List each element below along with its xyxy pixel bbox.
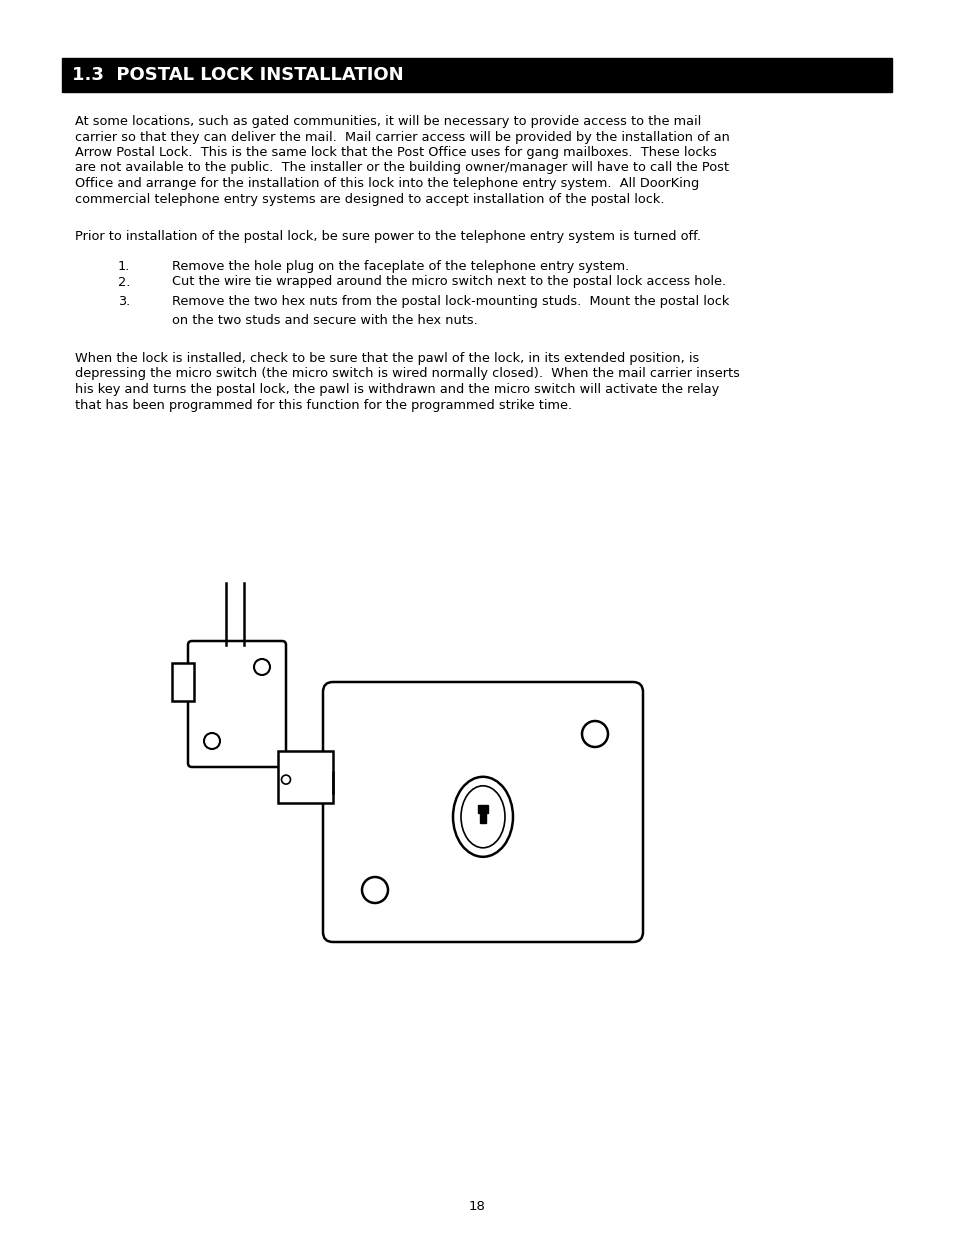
FancyBboxPatch shape bbox=[323, 682, 642, 942]
Bar bbox=[277, 751, 333, 803]
Text: At some locations, such as gated communities, it will be necessary to provide ac: At some locations, such as gated communi… bbox=[75, 115, 700, 128]
Text: on the two studs and secure with the hex nuts.: on the two studs and secure with the hex… bbox=[172, 315, 477, 327]
Text: Remove the hole plug on the faceplate of the telephone entry system.: Remove the hole plug on the faceplate of… bbox=[172, 261, 629, 273]
Ellipse shape bbox=[204, 734, 220, 748]
Text: carrier so that they can deliver the mail.  Mail carrier access will be provided: carrier so that they can deliver the mai… bbox=[75, 131, 729, 143]
Text: 1.: 1. bbox=[118, 261, 131, 273]
Bar bbox=[62, 58, 891, 91]
Bar bbox=[477, 805, 488, 813]
Text: Cut the wire tie wrapped around the micro switch next to the postal lock access : Cut the wire tie wrapped around the micr… bbox=[172, 275, 725, 289]
Text: his key and turns the postal lock, the pawl is withdrawn and the micro switch wi: his key and turns the postal lock, the p… bbox=[75, 383, 719, 396]
Ellipse shape bbox=[460, 785, 504, 847]
Text: are not available to the public.  The installer or the building owner/manager wi: are not available to the public. The ins… bbox=[75, 162, 728, 174]
Text: commercial telephone entry systems are designed to accept installation of the po: commercial telephone entry systems are d… bbox=[75, 193, 664, 205]
Ellipse shape bbox=[361, 877, 388, 903]
Ellipse shape bbox=[253, 659, 270, 676]
Ellipse shape bbox=[281, 776, 291, 784]
Text: Office and arrange for the installation of this lock into the telephone entry sy: Office and arrange for the installation … bbox=[75, 177, 699, 190]
Ellipse shape bbox=[581, 721, 607, 747]
Text: Arrow Postal Lock.  This is the same lock that the Post Office uses for gang mai: Arrow Postal Lock. This is the same lock… bbox=[75, 146, 716, 159]
Text: that has been programmed for this function for the programmed strike time.: that has been programmed for this functi… bbox=[75, 399, 572, 411]
Bar bbox=[479, 811, 485, 823]
Bar bbox=[172, 663, 193, 701]
Text: 2.: 2. bbox=[118, 275, 131, 289]
Text: 3.: 3. bbox=[118, 295, 131, 308]
Text: Remove the two hex nuts from the postal lock-mounting studs.  Mount the postal l: Remove the two hex nuts from the postal … bbox=[172, 295, 729, 308]
FancyBboxPatch shape bbox=[188, 641, 286, 767]
Text: 1.3  POSTAL LOCK INSTALLATION: 1.3 POSTAL LOCK INSTALLATION bbox=[71, 65, 403, 84]
Text: Prior to installation of the postal lock, be sure power to the telephone entry s: Prior to installation of the postal lock… bbox=[75, 230, 700, 243]
Text: depressing the micro switch (the micro switch is wired normally closed).  When t: depressing the micro switch (the micro s… bbox=[75, 368, 740, 380]
Text: When the lock is installed, check to be sure that the pawl of the lock, in its e: When the lock is installed, check to be … bbox=[75, 352, 699, 366]
Ellipse shape bbox=[453, 777, 513, 857]
Text: 18: 18 bbox=[468, 1200, 485, 1214]
